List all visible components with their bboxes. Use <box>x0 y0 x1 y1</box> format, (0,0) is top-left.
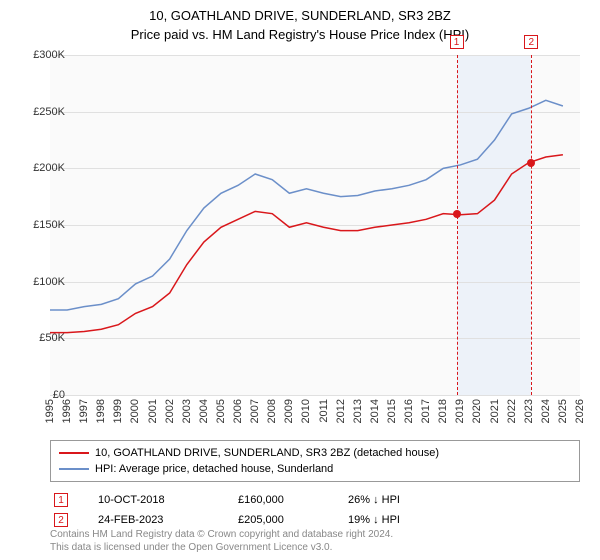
footer: Contains HM Land Registry data © Crown c… <box>50 528 393 554</box>
legend-swatch <box>59 468 89 470</box>
x-tick-label: 2003 <box>181 399 193 423</box>
series-legend: 10, GOATHLAND DRIVE, SUNDERLAND, SR3 2BZ… <box>50 440 580 482</box>
sales-rows: 1 10-OCT-2018 £160,000 26% ↓ HPI 2 24-FEB-202… <box>50 490 580 530</box>
x-tick-label: 2025 <box>557 399 569 423</box>
x-tick-label: 2013 <box>352 399 364 423</box>
x-tick-label: 2010 <box>300 399 312 423</box>
x-tick-label: 2016 <box>403 399 415 423</box>
x-tick-label: 2000 <box>129 399 141 423</box>
x-tick-label: 2001 <box>147 399 159 423</box>
x-tick-label: 1999 <box>112 399 124 423</box>
x-tick-label: 2007 <box>249 399 261 423</box>
marker-line <box>457 55 458 395</box>
chart-title: 10, GOATHLAND DRIVE, SUNDERLAND, SR3 2BZ <box>0 0 600 23</box>
x-tick-label: 2017 <box>420 399 432 423</box>
x-tick-label: 2014 <box>369 399 381 423</box>
x-tick-label: 2004 <box>198 399 210 423</box>
y-tick-label: £100K <box>33 276 65 288</box>
y-tick-label: £300K <box>33 49 65 61</box>
chart-lines <box>50 55 580 395</box>
x-tick-label: 2002 <box>164 399 176 423</box>
sale-row: 1 10-OCT-2018 £160,000 26% ↓ HPI <box>54 490 580 510</box>
legend-row-property: 10, GOATHLAND DRIVE, SUNDERLAND, SR3 2BZ… <box>59 445 571 461</box>
sale-row: 2 24-FEB-2023 £205,000 19% ↓ HPI <box>54 510 580 530</box>
marker-label: 2 <box>524 35 538 49</box>
grid-line <box>50 395 580 396</box>
x-tick-label: 2026 <box>574 399 586 423</box>
x-tick-label: 2015 <box>386 399 398 423</box>
chart-subtitle: Price paid vs. HM Land Registry's House … <box>0 23 600 50</box>
legend-label: 10, GOATHLAND DRIVE, SUNDERLAND, SR3 2BZ… <box>95 447 439 459</box>
series-line-property <box>50 155 563 333</box>
x-tick-label: 2019 <box>454 399 466 423</box>
x-tick-label: 2009 <box>283 399 295 423</box>
x-tick-label: 2011 <box>318 399 330 423</box>
x-tick-label: 1996 <box>61 399 73 423</box>
x-tick-label: 2022 <box>506 399 518 423</box>
series-line-hpi <box>50 100 563 310</box>
sale-date: 24-FEB-2023 <box>98 514 208 526</box>
legend-row-hpi: HPI: Average price, detached house, Sund… <box>59 461 571 477</box>
sale-delta: 19% ↓ HPI <box>348 514 400 526</box>
chart-container: 10, GOATHLAND DRIVE, SUNDERLAND, SR3 2BZ… <box>0 0 600 560</box>
marker-label: 1 <box>450 35 464 49</box>
x-tick-label: 1995 <box>44 399 56 423</box>
chart-area: 12 1995199619971998199920002001200220032… <box>50 55 580 395</box>
sale-price: £205,000 <box>238 514 318 526</box>
marker-line <box>531 55 532 395</box>
y-tick-label: £150K <box>33 219 65 231</box>
sale-marker-box: 1 <box>54 493 68 507</box>
sale-marker-box: 2 <box>54 513 68 527</box>
x-tick-label: 2024 <box>540 399 552 423</box>
x-tick-label: 2023 <box>523 399 535 423</box>
legend-swatch <box>59 452 89 454</box>
sale-delta: 26% ↓ HPI <box>348 494 400 506</box>
y-tick-label: £200K <box>33 162 65 174</box>
marker-dot <box>453 210 461 218</box>
x-tick-label: 2012 <box>335 399 347 423</box>
x-tick-label: 2021 <box>489 399 501 423</box>
y-tick-label: £250K <box>33 106 65 118</box>
x-tick-label: 1997 <box>78 399 90 423</box>
x-tick-label: 2018 <box>437 399 449 423</box>
x-tick-label: 2020 <box>471 399 483 423</box>
x-tick-label: 2006 <box>232 399 244 423</box>
y-tick-label: £50K <box>39 332 65 344</box>
sale-date: 10-OCT-2018 <box>98 494 208 506</box>
y-tick-label: £0 <box>53 389 65 401</box>
x-tick-label: 1998 <box>95 399 107 423</box>
footer-line1: Contains HM Land Registry data © Crown c… <box>50 528 393 541</box>
x-tick-label: 2005 <box>215 399 227 423</box>
legend-area: 10, GOATHLAND DRIVE, SUNDERLAND, SR3 2BZ… <box>50 440 580 530</box>
legend-label: HPI: Average price, detached house, Sund… <box>95 463 333 475</box>
x-tick-label: 2008 <box>266 399 278 423</box>
sale-price: £160,000 <box>238 494 318 506</box>
footer-line2: This data is licensed under the Open Gov… <box>50 541 393 554</box>
marker-dot <box>527 159 535 167</box>
